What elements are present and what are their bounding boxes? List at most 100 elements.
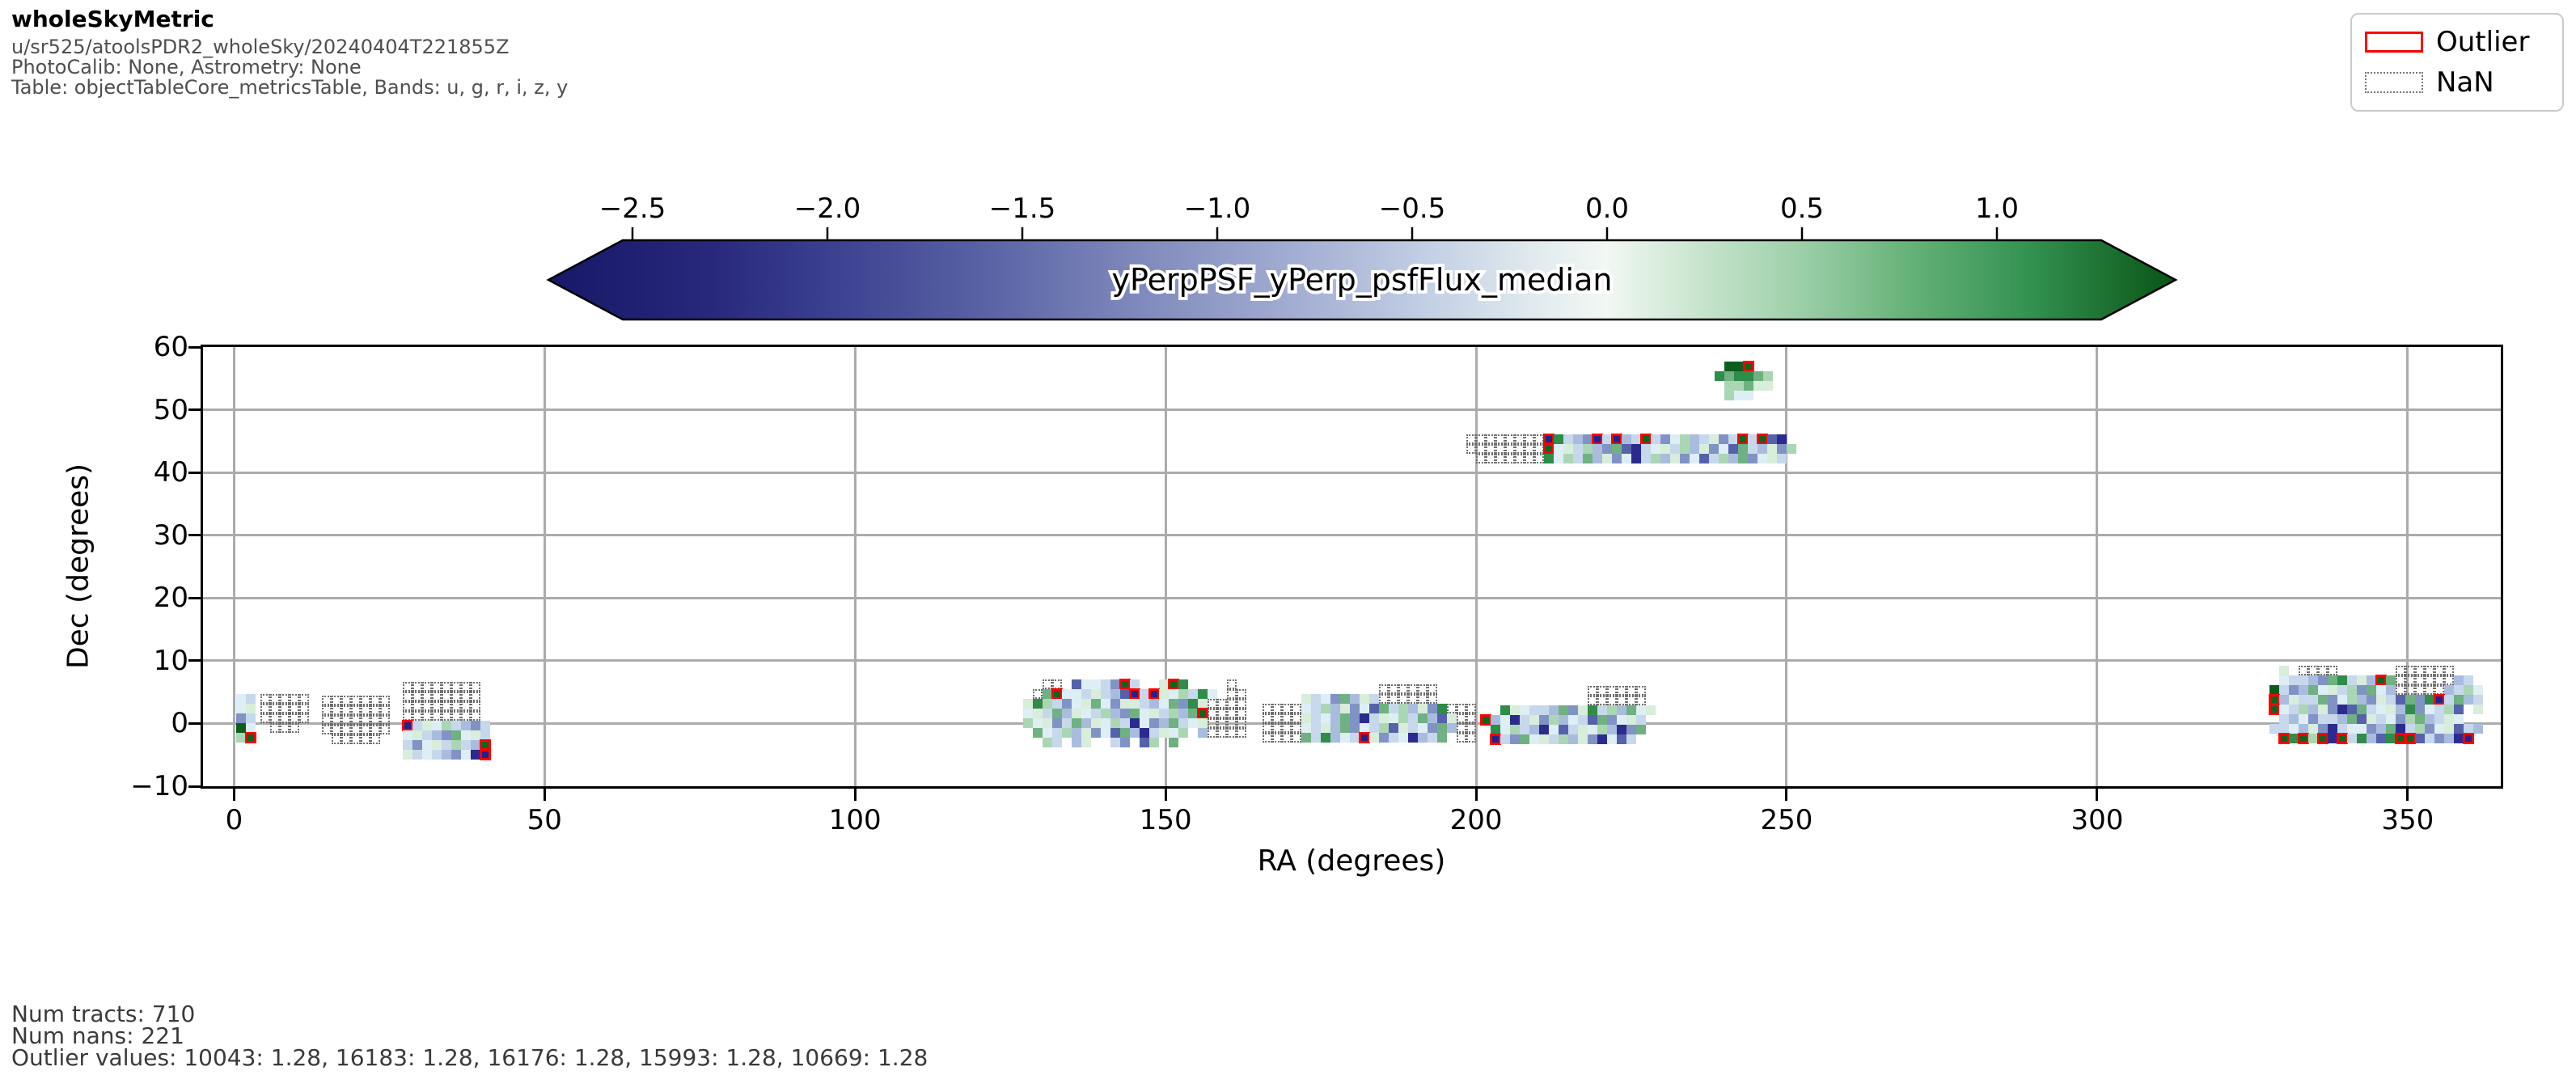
nan-cell: [260, 703, 271, 713]
grid-line-x: [1474, 347, 1478, 786]
tract-cell: [1510, 705, 1521, 715]
tract-cell: [1081, 709, 1091, 719]
tract-cell: [1339, 722, 1350, 733]
nan-cell: [442, 711, 452, 722]
nan-cell: [1456, 732, 1466, 743]
tract-cell: [1776, 453, 1787, 463]
tract-cell: [2299, 705, 2309, 715]
tract-cell: [2357, 675, 2367, 686]
tract-cell: [2308, 705, 2319, 715]
tract-cell: [432, 721, 442, 731]
x-tick-label: 100: [828, 804, 882, 836]
tract-cell: [1588, 714, 1598, 725]
nan-cell: [1207, 709, 1217, 719]
tract-cell: [1679, 453, 1690, 463]
nan-cell: [270, 693, 281, 704]
tract-cell: [1762, 380, 1773, 391]
nan-cell: [360, 705, 370, 715]
outlier-cell: [1639, 433, 1652, 445]
tract-cell: [2425, 705, 2435, 715]
tract-cell: [1349, 722, 1360, 733]
tract-cell: [2289, 695, 2299, 705]
tract-cell: [2434, 714, 2445, 725]
grid-line-y: [203, 471, 2501, 474]
nan-cell: [360, 734, 370, 744]
tract-cell: [1592, 453, 1602, 463]
tract-cell: [2444, 685, 2455, 696]
tract-cell: [1071, 689, 1081, 700]
tract-cell: [1743, 390, 1753, 400]
tract-cell: [1743, 370, 1753, 381]
nan-cell: [1226, 679, 1237, 690]
tract-cell: [471, 750, 481, 760]
nan-cell: [1475, 434, 1486, 444]
tract-cell: [1617, 705, 1627, 715]
outlier-cell: [480, 749, 492, 761]
tract-cell: [1607, 734, 1618, 744]
tract-cell: [1368, 693, 1379, 704]
outlier-cell: [2278, 733, 2290, 745]
page-title: wholeSkyMetric: [11, 6, 214, 32]
tract-cell: [1417, 732, 1428, 743]
nan-cell: [451, 682, 462, 692]
tract-cell: [1061, 728, 1072, 739]
nan-cell: [1236, 709, 1246, 719]
tract-cell: [1520, 734, 1530, 744]
tract-cell: [2454, 734, 2464, 744]
tract-cell: [1071, 709, 1081, 719]
outlier-cell: [1480, 713, 1492, 726]
nan-cell: [260, 713, 271, 723]
nan-cell: [260, 693, 271, 704]
tract-cell: [1500, 705, 1511, 715]
y-tick-label: 0: [171, 707, 188, 740]
nan-cell: [1262, 732, 1272, 743]
tract-cell: [2337, 724, 2348, 734]
nan-cell: [2396, 685, 2406, 696]
tract-cell: [2347, 675, 2358, 686]
outlier-cell: [2317, 733, 2329, 745]
tract-cell: [432, 750, 442, 760]
tract-cell: [1139, 718, 1149, 729]
tract-cell: [1187, 709, 1198, 719]
tract-cell: [2289, 675, 2299, 686]
nan-cell: [1475, 443, 1486, 454]
nan-cell: [1216, 699, 1227, 709]
outlier-cell: [2405, 733, 2417, 745]
tract-cell: [1588, 724, 1598, 734]
tract-cell: [2279, 724, 2290, 734]
tract-cell: [2386, 714, 2396, 725]
nan-cell: [331, 695, 341, 705]
nan-cell: [379, 695, 390, 705]
nan-cell: [280, 693, 290, 704]
grid-line-y: [203, 408, 2501, 412]
tract-cell: [1129, 728, 1140, 739]
tract-cell: [2376, 714, 2387, 725]
tract-cell: [1549, 714, 1559, 725]
tract-cell: [2415, 695, 2426, 705]
nan-cell: [1291, 722, 1301, 733]
nan-cell: [2415, 685, 2426, 696]
nan-cell: [1514, 434, 1525, 444]
tract-cell: [2328, 685, 2338, 696]
nan-cell: [1626, 685, 1637, 696]
outlier-cell: [1610, 433, 1622, 445]
tract-cell: [2444, 705, 2455, 715]
nan-cell: [1597, 695, 1608, 705]
tract-cell: [1339, 732, 1350, 743]
tract-cell: [1388, 732, 1398, 743]
tract-cell: [2367, 695, 2377, 705]
nan-cell: [1466, 713, 1476, 723]
tract-cell: [2464, 695, 2474, 705]
tract-cell: [1119, 738, 1130, 748]
x-tick-mark: [2406, 789, 2409, 801]
nan-cell: [370, 714, 380, 725]
tract-cell: [1110, 689, 1120, 700]
outlier-cell: [245, 731, 257, 743]
nan-cell: [1216, 718, 1227, 729]
tract-cell: [2386, 734, 2396, 744]
tract-cell: [1698, 434, 1709, 444]
y-tick-mark: [188, 596, 201, 599]
colorbar-tick-label: −0.5: [1379, 193, 1446, 225]
tract-cell: [1051, 718, 1062, 729]
tract-cell: [1330, 693, 1340, 704]
